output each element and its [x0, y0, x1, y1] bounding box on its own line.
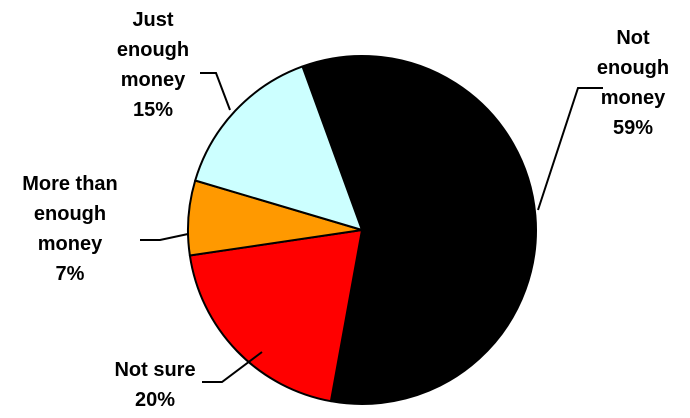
- slice-value-label: 15%: [133, 99, 173, 121]
- slice-category-label: enough: [597, 57, 669, 79]
- leader-line-1: [202, 351, 263, 383]
- slice-value-label: 59%: [613, 117, 653, 139]
- leader-line-0: [537, 87, 603, 211]
- slice-category-label: money: [121, 69, 186, 91]
- pie-slice-0: [301, 55, 537, 405]
- pie-slice-1: [188, 229, 363, 403]
- slice-category-label: enough: [34, 203, 106, 225]
- slice-category-label: Not: [616, 27, 650, 49]
- slice-category-label: Just: [132, 9, 173, 31]
- slice-label-0: Not enough money 59%: [597, 27, 669, 139]
- slice-value-label: 7%: [56, 263, 85, 285]
- leader-line-3: [200, 72, 231, 111]
- slice-category-label: More than: [22, 173, 118, 195]
- slice-value-label: 20%: [135, 389, 175, 411]
- slice-label-1: Not sure 20%: [114, 359, 195, 411]
- pie-slice-3: [194, 65, 363, 231]
- leader-line-2: [140, 233, 189, 241]
- leader-lines: [140, 72, 603, 383]
- pie-slices: [187, 55, 537, 405]
- slice-category-label: enough: [117, 39, 189, 61]
- slice-category-label: money: [601, 87, 666, 109]
- slice-category-label: money: [38, 233, 103, 255]
- slice-labels: Not enough money 59% Not sure 20% More than eno…: [22, 9, 669, 411]
- slice-label-2: More than enough money 7%: [22, 173, 118, 285]
- slice-category-label: Not sure: [114, 359, 195, 381]
- slice-label-3: Just enough money 15%: [117, 9, 189, 121]
